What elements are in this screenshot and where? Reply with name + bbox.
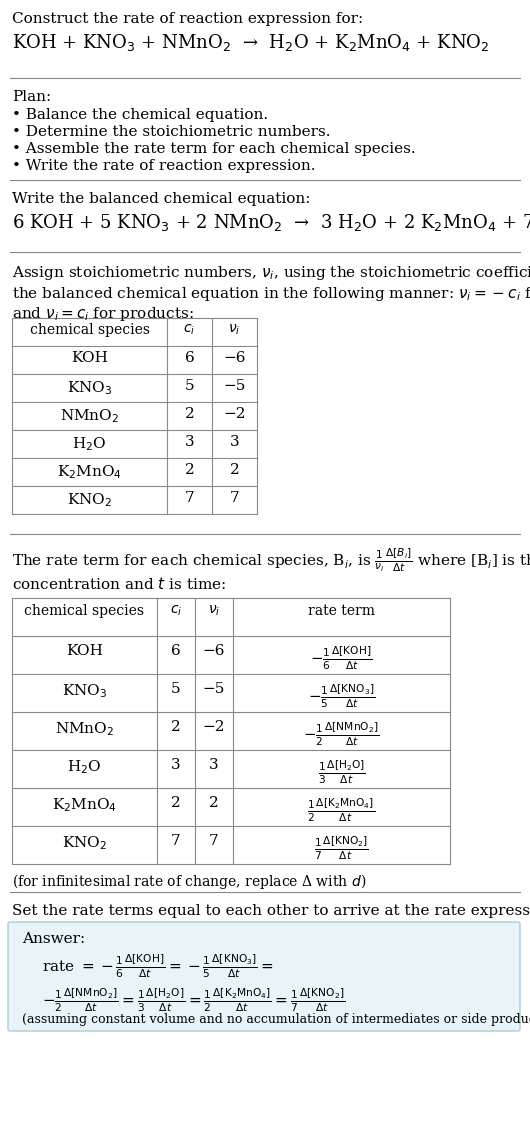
- Text: $\frac{1}{2}\frac{\Delta[\mathrm{K_2MnO_4}]}{\Delta t}$: $\frac{1}{2}\frac{\Delta[\mathrm{K_2MnO_…: [307, 795, 376, 824]
- Text: 6 KOH + 5 KNO$_3$ + 2 NMnO$_2$  →  3 H$_2$O + 2 K$_2$MnO$_4$ + 7 KNO$_2$: 6 KOH + 5 KNO$_3$ + 2 NMnO$_2$ → 3 H$_2$…: [12, 212, 530, 233]
- FancyBboxPatch shape: [8, 922, 520, 1031]
- Text: KOH: KOH: [66, 644, 103, 658]
- Text: (assuming constant volume and no accumulation of intermediates or side products): (assuming constant volume and no accumul…: [22, 1013, 530, 1026]
- Text: H$_2$O: H$_2$O: [72, 435, 107, 453]
- Text: 2: 2: [171, 720, 181, 734]
- Text: (for infinitesimal rate of change, replace Δ with $d$): (for infinitesimal rate of change, repla…: [12, 872, 366, 891]
- Text: KNO$_2$: KNO$_2$: [62, 834, 107, 851]
- Text: −6: −6: [203, 644, 225, 658]
- Text: −5: −5: [223, 379, 246, 393]
- Text: $-\frac{1}{6}\frac{\Delta[\mathrm{KOH}]}{\Delta t}$: $-\frac{1}{6}\frac{\Delta[\mathrm{KOH}]}…: [310, 644, 373, 671]
- Text: KNO$_3$: KNO$_3$: [67, 379, 112, 397]
- Text: KNO$_2$: KNO$_2$: [67, 490, 112, 509]
- Text: chemical species: chemical species: [30, 323, 149, 337]
- Text: • Assemble the rate term for each chemical species.: • Assemble the rate term for each chemic…: [12, 142, 416, 156]
- Text: 2: 2: [229, 463, 240, 477]
- Text: 3: 3: [171, 758, 181, 772]
- Text: $-\frac{1}{2}\frac{\Delta[\mathrm{NMnO_2}]}{\Delta t} = \frac{1}{3}\frac{\Delta[: $-\frac{1}{2}\frac{\Delta[\mathrm{NMnO_2…: [42, 986, 346, 1014]
- Text: Construct the rate of reaction expression for:: Construct the rate of reaction expressio…: [12, 13, 363, 26]
- Text: −2: −2: [203, 720, 225, 734]
- Text: 7: 7: [171, 834, 181, 848]
- Text: KOH: KOH: [71, 351, 108, 365]
- Text: rate term: rate term: [308, 604, 375, 618]
- Text: 7: 7: [229, 490, 240, 505]
- Text: K$_2$MnO$_4$: K$_2$MnO$_4$: [57, 463, 122, 480]
- Text: Write the balanced chemical equation:: Write the balanced chemical equation:: [12, 192, 311, 206]
- Text: 5: 5: [184, 379, 195, 393]
- Text: 6: 6: [184, 351, 195, 365]
- Text: 2: 2: [209, 795, 219, 810]
- Text: 2: 2: [171, 795, 181, 810]
- Text: Set the rate terms equal to each other to arrive at the rate expression:: Set the rate terms equal to each other t…: [12, 904, 530, 918]
- Text: 2: 2: [184, 407, 195, 421]
- Text: KOH + KNO$_3$ + NMnO$_2$  →  H$_2$O + K$_2$MnO$_4$ + KNO$_2$: KOH + KNO$_3$ + NMnO$_2$ → H$_2$O + K$_2…: [12, 32, 490, 53]
- Text: $-\frac{1}{5}\frac{\Delta[\mathrm{KNO_3}]}{\Delta t}$: $-\frac{1}{5}\frac{\Delta[\mathrm{KNO_3}…: [307, 682, 375, 710]
- Text: $-\frac{1}{2}\frac{\Delta[\mathrm{NMnO_2}]}{\Delta t}$: $-\frac{1}{2}\frac{\Delta[\mathrm{NMnO_2…: [303, 720, 380, 748]
- Text: NMnO$_2$: NMnO$_2$: [55, 720, 114, 737]
- Text: • Determine the stoichiometric numbers.: • Determine the stoichiometric numbers.: [12, 125, 331, 139]
- Text: 7: 7: [184, 490, 195, 505]
- Text: • Balance the chemical equation.: • Balance the chemical equation.: [12, 108, 268, 122]
- Text: −6: −6: [223, 351, 246, 365]
- Text: K$_2$MnO$_4$: K$_2$MnO$_4$: [52, 795, 117, 814]
- Text: 5: 5: [171, 682, 181, 696]
- Text: 3: 3: [229, 435, 240, 450]
- Text: 3: 3: [209, 758, 219, 772]
- Text: 7: 7: [209, 834, 219, 848]
- Text: $c_i$: $c_i$: [170, 604, 182, 618]
- Text: 3: 3: [184, 435, 195, 450]
- Text: The rate term for each chemical species, B$_i$, is $\frac{1}{\nu_i}\frac{\Delta[: The rate term for each chemical species,…: [12, 546, 530, 592]
- Text: −2: −2: [223, 407, 246, 421]
- Text: $\frac{1}{7}\frac{\Delta[\mathrm{KNO_2}]}{\Delta t}$: $\frac{1}{7}\frac{\Delta[\mathrm{KNO_2}]…: [314, 834, 369, 861]
- Text: Answer:: Answer:: [22, 932, 85, 946]
- Text: $c_i$: $c_i$: [183, 323, 196, 337]
- Text: rate $= -\frac{1}{6}\frac{\Delta[\mathrm{KOH}]}{\Delta t} = -\frac{1}{5}\frac{\D: rate $= -\frac{1}{6}\frac{\Delta[\mathrm…: [42, 953, 274, 980]
- Text: KNO$_3$: KNO$_3$: [62, 682, 107, 700]
- Text: −5: −5: [203, 682, 225, 696]
- Text: $\nu_i$: $\nu_i$: [208, 604, 220, 618]
- Text: H$_2$O: H$_2$O: [67, 758, 102, 776]
- Text: $\nu_i$: $\nu_i$: [228, 323, 241, 337]
- Text: NMnO$_2$: NMnO$_2$: [60, 407, 119, 424]
- Text: 6: 6: [171, 644, 181, 658]
- Text: Plan:: Plan:: [12, 90, 51, 104]
- Text: • Write the rate of reaction expression.: • Write the rate of reaction expression.: [12, 159, 315, 173]
- Text: chemical species: chemical species: [24, 604, 145, 618]
- Text: 2: 2: [184, 463, 195, 477]
- Text: $\frac{1}{3}\frac{\Delta[\mathrm{H_2O}]}{\Delta t}$: $\frac{1}{3}\frac{\Delta[\mathrm{H_2O}]}…: [317, 758, 366, 785]
- Text: Assign stoichiometric numbers, $\nu_i$, using the stoichiometric coefficients, $: Assign stoichiometric numbers, $\nu_i$, …: [12, 264, 530, 323]
